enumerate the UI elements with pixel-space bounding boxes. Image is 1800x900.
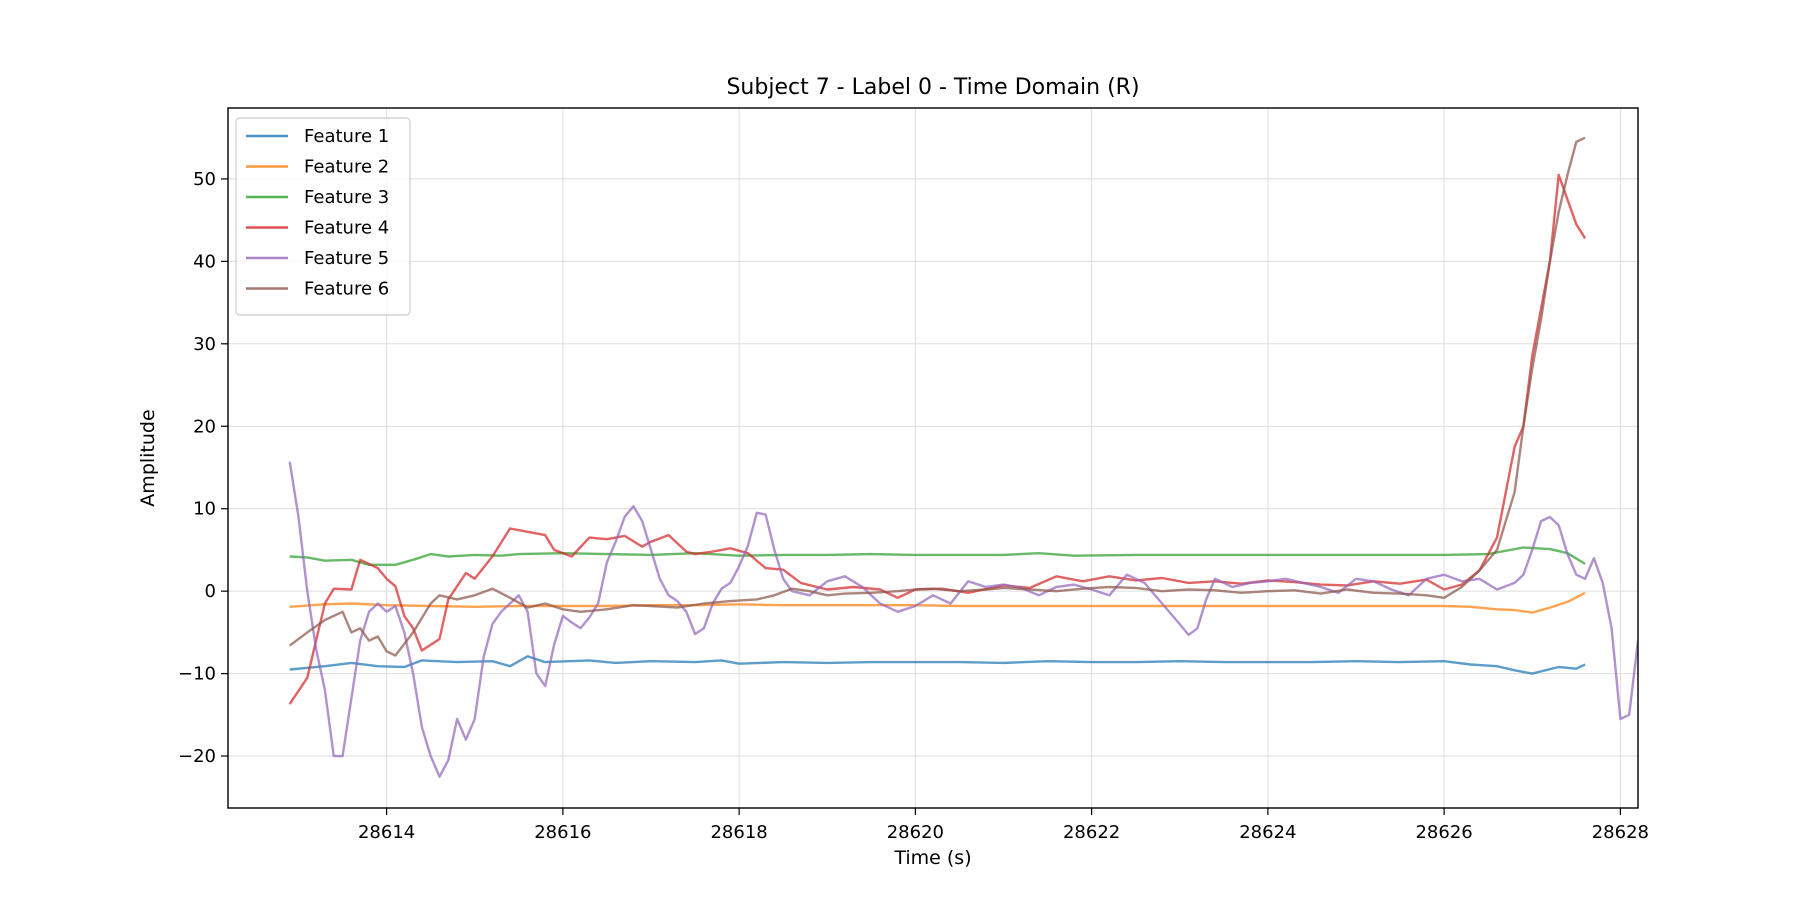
series-line-feature-5 <box>288 461 1638 778</box>
chart-title: Subject 7 - Label 0 - Time Domain (R) <box>726 75 1139 100</box>
legend-entry-label: Feature 4 <box>304 218 389 239</box>
y-tick-label: 10 <box>193 499 216 520</box>
legend-entry-label: Feature 6 <box>304 279 389 300</box>
series-line-feature-6 <box>288 136 1586 657</box>
axis-ticks: 28614 28616 28618 28620 28622 28624 28626 28628… <box>178 169 1649 843</box>
x-tick-label: 28616 <box>534 822 591 843</box>
series-line-feature-4 <box>288 173 1587 705</box>
x-tick-label: 28618 <box>710 822 767 843</box>
y-tick-label: 40 <box>193 251 216 272</box>
x-axis-label: Time (s) <box>893 847 971 869</box>
x-tick-label: 28620 <box>887 822 944 843</box>
y-tick-label: 0 <box>205 581 216 602</box>
y-tick-label: 30 <box>193 334 216 355</box>
y-axis-label: Amplitude <box>137 409 159 506</box>
series-line-feature-3 <box>289 546 1586 566</box>
grid-lines <box>228 108 1638 808</box>
legend-entry-label: Feature 5 <box>304 248 389 269</box>
x-tick-label: 28624 <box>1239 822 1296 843</box>
series-lines <box>288 136 1638 778</box>
x-tick-label: 28614 <box>358 822 415 843</box>
legend-entry-label: Feature 3 <box>304 187 389 208</box>
x-tick-label: 28622 <box>1063 822 1120 843</box>
legend-entry-label: Feature 2 <box>304 157 389 178</box>
plot-frame <box>227 107 1639 809</box>
series-line-feature-1 <box>289 655 1586 675</box>
y-tick-label: −10 <box>178 664 216 685</box>
y-tick-label: 20 <box>193 416 216 437</box>
legend-entry-label: Feature 1 <box>304 126 389 147</box>
x-tick-label: 28626 <box>1415 822 1472 843</box>
legend: Feature 1 Feature 2 Feature 3 Feature 4 Feat… <box>235 117 411 316</box>
series-line-feature-2 <box>289 591 1586 614</box>
x-tick-label: 28628 <box>1592 822 1649 843</box>
y-tick-label: −20 <box>178 746 216 767</box>
y-tick-label: 50 <box>193 169 216 190</box>
